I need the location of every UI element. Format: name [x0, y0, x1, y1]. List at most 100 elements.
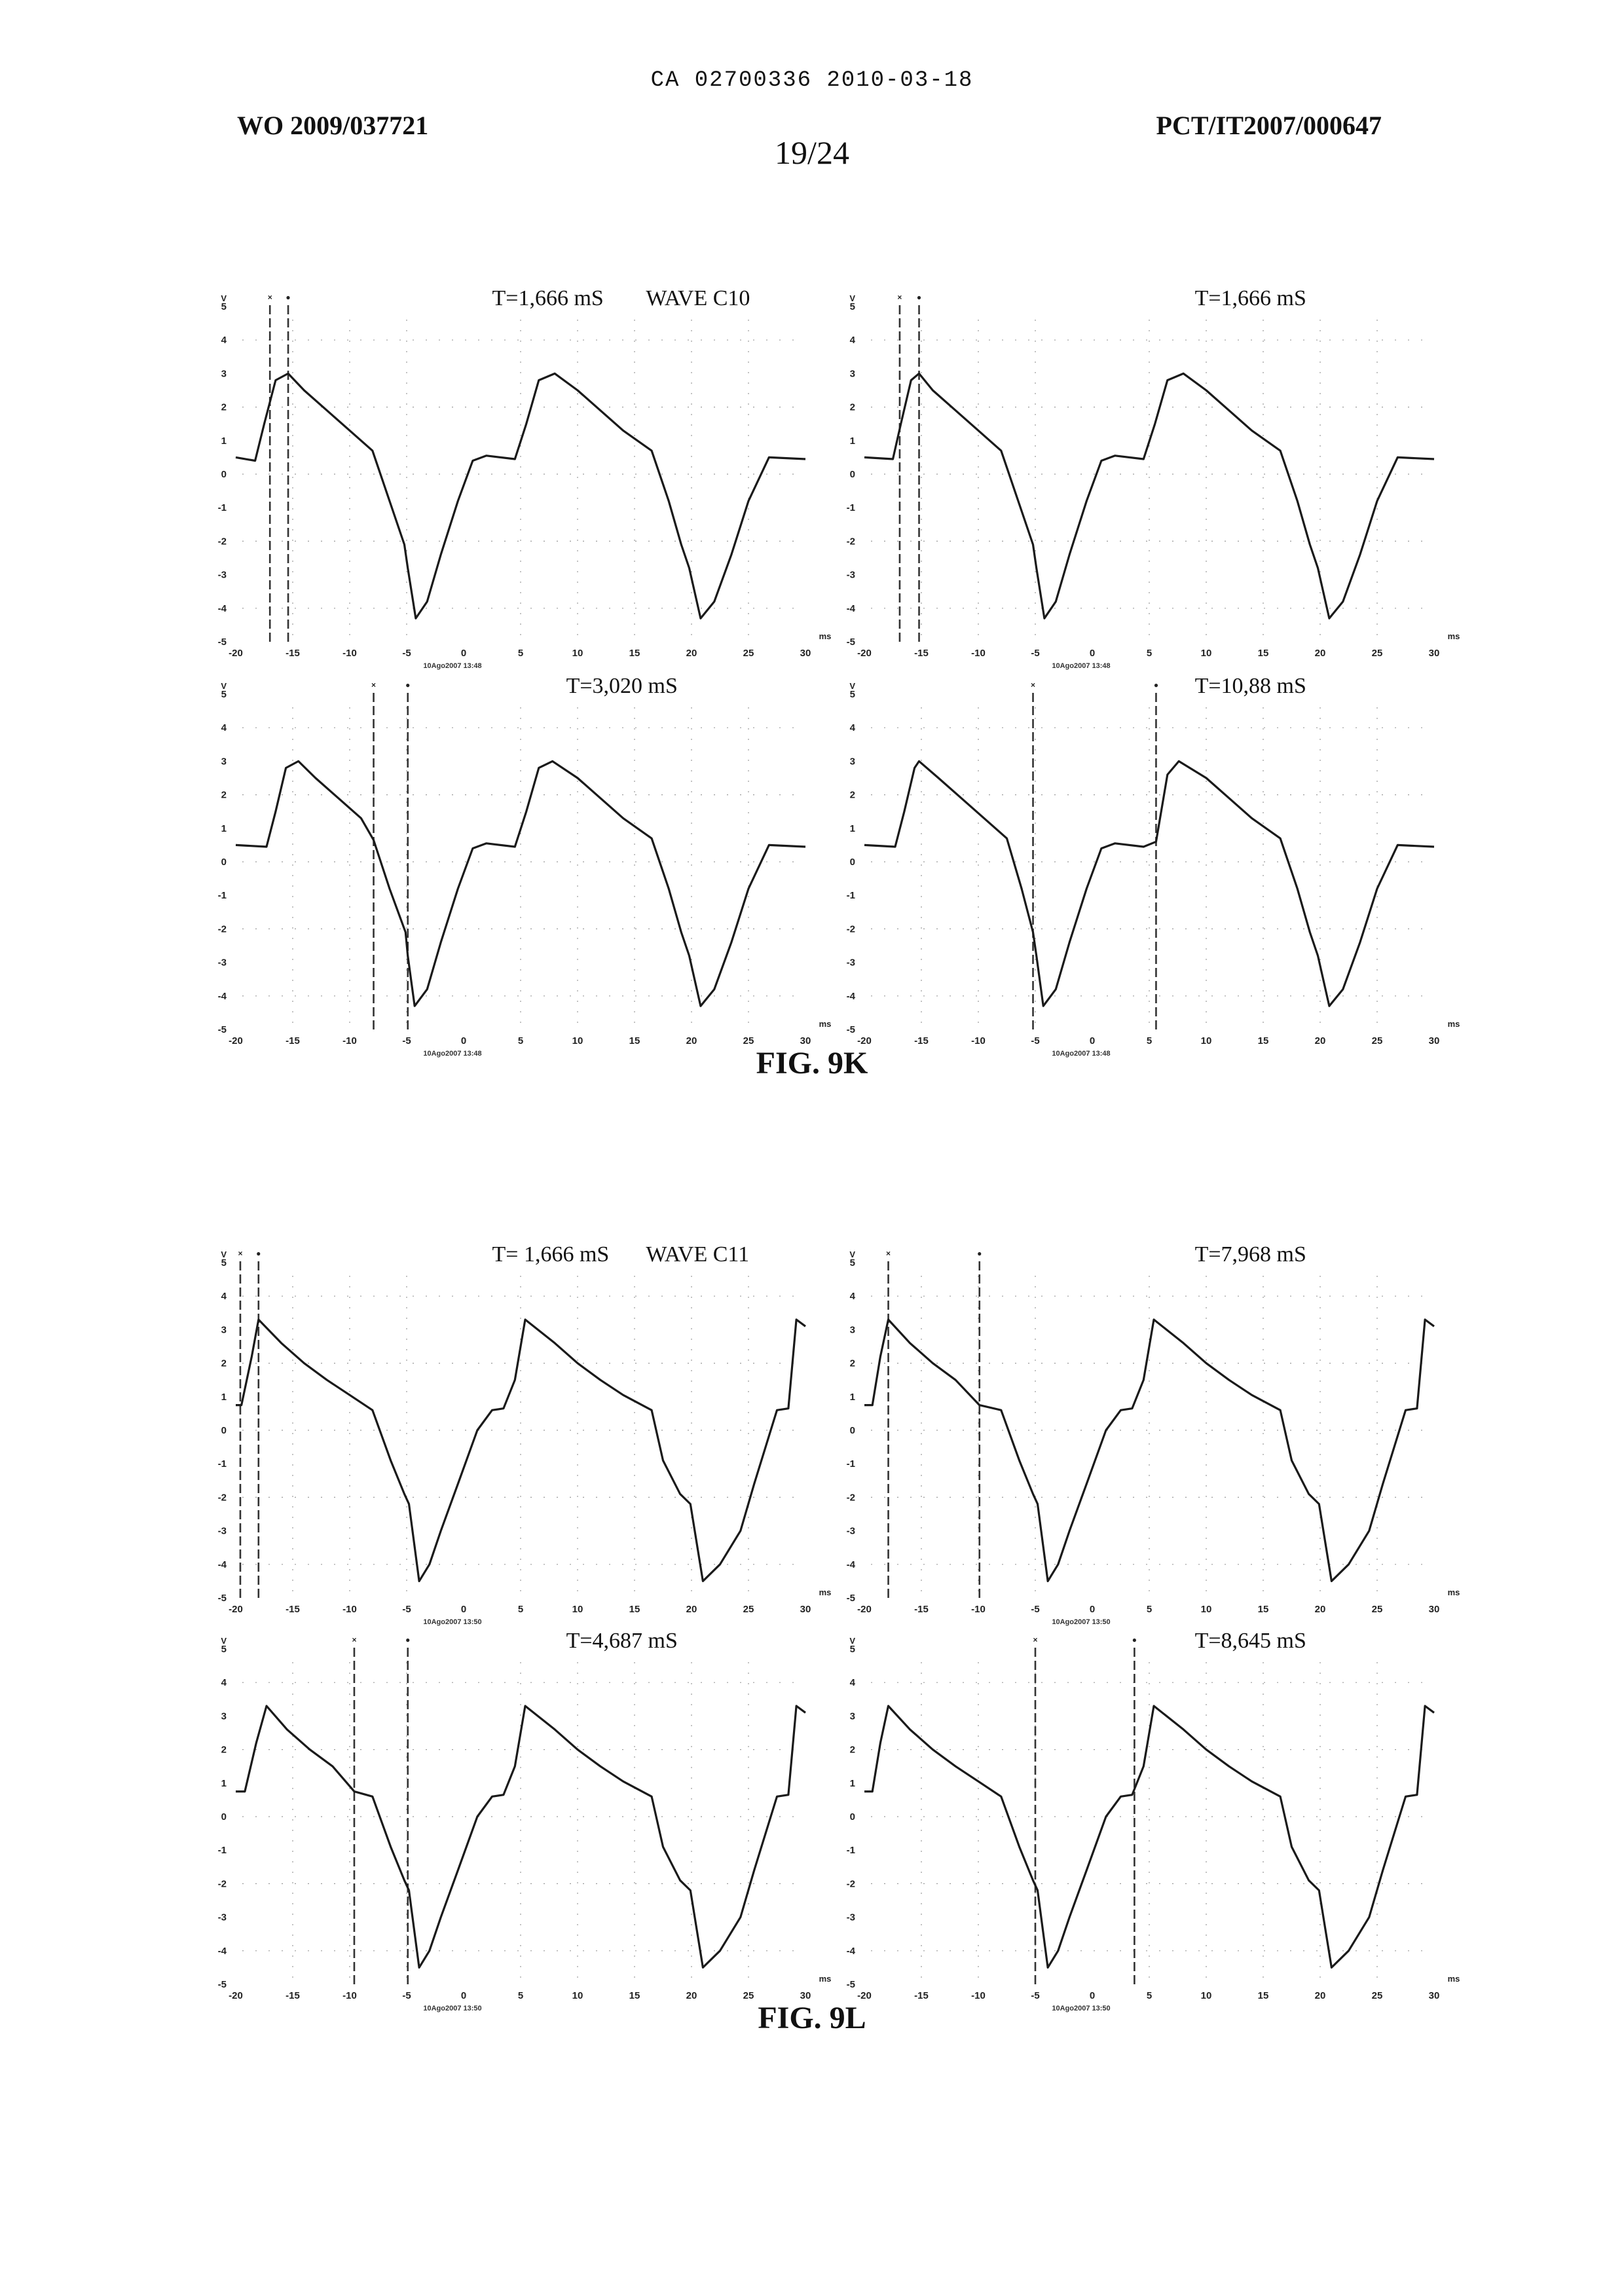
y-tick-label: -5 — [847, 1593, 855, 1604]
y-tick-label: 3 — [221, 756, 227, 767]
x-tick-label: -10 — [342, 1604, 357, 1615]
y-tick-label: 3 — [850, 756, 855, 767]
y-tick-label: -2 — [847, 536, 855, 547]
y-tick-label: 0 — [850, 1425, 855, 1436]
cursor-marker-o: ● — [256, 1249, 261, 1258]
y-unit-label: V — [849, 681, 855, 691]
x-tick-label: -15 — [286, 1604, 300, 1615]
cursor-marker-x: × — [238, 1249, 242, 1258]
y-tick-label: 1 — [850, 435, 855, 447]
y-tick-label: 2 — [221, 790, 227, 801]
y-tick-label: -2 — [218, 1492, 227, 1503]
cursor-marker-x: × — [1031, 680, 1035, 690]
chart-panel-9l-bottom-right: 543210-1-2-3-4-5V-20-15-10-5051015202530… — [838, 1618, 1467, 2010]
y-tick-label: -2 — [847, 1878, 855, 1889]
cursor-marker-x: × — [1033, 1635, 1037, 1644]
y-tick-label: -2 — [847, 1492, 855, 1503]
waveform-trace — [864, 1320, 1434, 1581]
y-tick-label: 1 — [850, 823, 855, 834]
measurement-title: T=7,968 mS — [1195, 1242, 1306, 1267]
y-tick-label: 3 — [850, 1711, 855, 1722]
x-unit-label: ms — [819, 631, 832, 641]
y-tick-label: -4 — [847, 603, 856, 614]
y-tick-label: -1 — [847, 1458, 855, 1470]
y-tick-label: -3 — [847, 570, 855, 581]
x-tick-label: -5 — [402, 1604, 411, 1615]
sheet-number: 19/24 — [0, 134, 1624, 172]
y-tick-label: 4 — [221, 722, 227, 733]
y-tick-label: 4 — [850, 1677, 856, 1688]
measurement-title: T=10,88 mS — [1195, 674, 1306, 698]
y-tick-label: 0 — [850, 469, 855, 480]
x-tick-label: 5 — [1147, 648, 1152, 659]
x-unit-label: ms — [1448, 1587, 1460, 1597]
y-tick-label: -4 — [847, 991, 856, 1002]
x-tick-label: 5 — [1147, 1604, 1152, 1615]
cursor-marker-o: ● — [286, 293, 290, 302]
chart-panel-9k-bottom-right: 543210-1-2-3-4-5V-20-15-10-5051015202530… — [838, 663, 1467, 1056]
cursor-marker-o: ● — [977, 1249, 982, 1258]
x-unit-label: ms — [1448, 1019, 1460, 1029]
y-unit-label: V — [221, 1250, 227, 1259]
x-tick-label: 20 — [1315, 1604, 1326, 1615]
y-tick-label: -1 — [218, 1458, 227, 1470]
y-tick-label: -3 — [218, 957, 227, 969]
chart-panel-9k-top-right: 543210-1-2-3-4-5V-20-15-10-5051015202530… — [838, 275, 1467, 668]
document-code: CA 02700336 2010-03-18 — [0, 68, 1624, 93]
y-unit-label: V — [221, 681, 227, 691]
grid — [871, 707, 1434, 1029]
y-tick-label: 3 — [850, 1324, 855, 1335]
y-tick-label: -1 — [218, 890, 227, 901]
y-tick-label: 3 — [221, 1711, 227, 1722]
y-tick-label: -2 — [847, 923, 855, 935]
waveform-trace — [236, 1320, 805, 1581]
x-unit-label: ms — [1448, 1974, 1460, 1984]
y-tick-label: 1 — [221, 1392, 227, 1403]
waveform-trace — [864, 1706, 1434, 1967]
x-tick-label: 10 — [1201, 648, 1212, 659]
figure-caption-9k: FIG. 9K — [0, 1045, 1624, 1081]
y-tick-label: 2 — [850, 1745, 855, 1756]
x-tick-label: 10 — [1201, 1604, 1212, 1615]
y-tick-label: 1 — [850, 1778, 855, 1789]
x-tick-label: 15 — [1258, 1604, 1269, 1615]
x-tick-label: 30 — [800, 1604, 811, 1615]
cursor-marker-o: ● — [405, 1635, 410, 1644]
x-tick-label: -10 — [971, 648, 986, 659]
x-tick-label: -15 — [286, 648, 300, 659]
x-unit-label: ms — [819, 1019, 832, 1029]
cursor-marker-x: × — [268, 293, 272, 302]
x-tick-label: -20 — [229, 1604, 243, 1615]
y-tick-label: -5 — [218, 637, 227, 648]
y-tick-label: -1 — [218, 502, 227, 513]
x-unit-label: ms — [819, 1974, 832, 1984]
y-tick-label: 1 — [221, 1778, 227, 1789]
x-tick-label: 30 — [1429, 648, 1440, 659]
cursor-marker-x: × — [371, 680, 376, 690]
y-unit-label: V — [849, 1250, 855, 1259]
x-tick-label: 0 — [461, 648, 466, 659]
y-tick-label: 2 — [850, 1358, 855, 1369]
measurement-title: T=8,645 mS — [1195, 1629, 1306, 1653]
y-tick-label: 2 — [850, 790, 855, 801]
y-tick-label: -4 — [218, 991, 227, 1002]
y-tick-label: 0 — [221, 857, 227, 868]
y-tick-label: -2 — [218, 923, 227, 935]
cursor-marker-x: × — [897, 293, 902, 302]
y-tick-label: 0 — [221, 469, 227, 480]
grid — [242, 707, 805, 1029]
y-tick-label: -1 — [847, 502, 855, 513]
y-tick-label: 4 — [221, 1291, 227, 1302]
measurement-title: T=3,020 mS — [566, 674, 678, 698]
x-tick-label: 30 — [1429, 1604, 1440, 1615]
y-tick-label: -1 — [847, 890, 855, 901]
y-tick-label: -1 — [218, 1845, 227, 1856]
y-tick-label: -3 — [847, 1912, 855, 1923]
x-tick-label: -10 — [342, 648, 357, 659]
y-tick-label: -5 — [847, 637, 855, 648]
y-tick-label: -4 — [847, 1946, 856, 1957]
wave-label: WAVE C10 — [646, 286, 750, 310]
y-tick-label: -4 — [218, 1946, 227, 1957]
y-tick-label: -3 — [218, 1912, 227, 1923]
x-tick-label: 0 — [1090, 648, 1095, 659]
